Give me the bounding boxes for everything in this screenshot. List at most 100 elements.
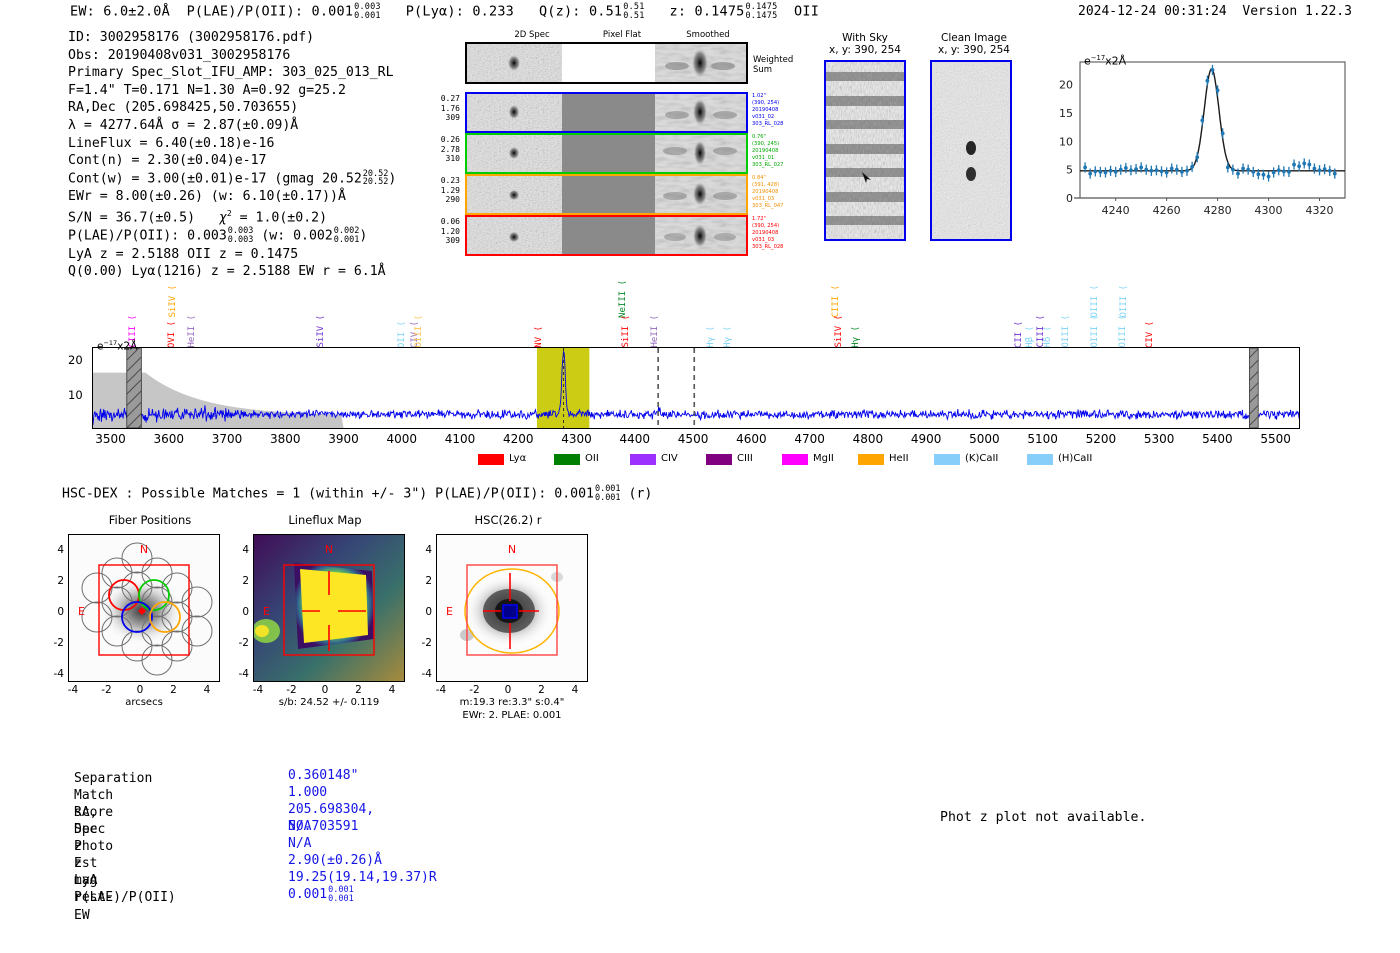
panel-3-xtick--4: -4: [435, 684, 447, 696]
header-timestamp-version: 2024-12-24 00:31:24 Version 1.22.3: [1078, 4, 1352, 19]
panel-fiber-positions: N E: [68, 534, 220, 682]
spec2d-row-0-left-labels: 0.27 1.76 309: [440, 94, 460, 122]
spec2d-row-0-image: [467, 94, 746, 131]
header-plya: P(Lyα): 0.233: [405, 3, 514, 20]
emission-line-label-cii-17: CII (: [1014, 320, 1025, 348]
panel-2-ytick--4: -4: [238, 668, 249, 680]
emission-line-label-oiii-22: OIII (: [1090, 285, 1101, 318]
panel-2-xtick-2: 2: [355, 684, 362, 696]
svg-text:4300: 4300: [1255, 204, 1283, 217]
svg-text:E: E: [78, 605, 85, 618]
lineflux-map-svg: N E: [252, 535, 404, 681]
header-qz-label: Q(z): 0.51: [538, 3, 623, 20]
row-key-7: P(LAE)/P(OII): [74, 890, 176, 905]
svg-text:4260: 4260: [1153, 204, 1181, 217]
row-key-6: mag: [74, 873, 98, 888]
legend-label-ciii: CIII: [737, 453, 753, 464]
zoom-line-profile-chart: 0 5 10 15 20 4240 4260 4280 4300 4320 e−17x2Å: [1040, 48, 1355, 238]
fiber-positions-svg: N E: [69, 535, 219, 681]
legend-swatch-kcaii: [934, 454, 960, 465]
panel-hsc-caption: m:19.3 re:3.3" s:0.4": [459, 697, 565, 708]
source-info-block: ID: 3002958176 (3002958176.pdf) Obs: 201…: [68, 29, 396, 281]
xtick-4400: 4400: [619, 432, 651, 446]
timestamp: 2024-12-24 00:31:24: [1078, 4, 1227, 19]
svg-text:E: E: [446, 605, 453, 618]
info-line-10: S/N = 36.7(±0.5) χ2 = 1.0(±0.2): [68, 208, 328, 226]
row-key-2: RA, Dec: [74, 805, 98, 838]
header-ew: EW: 6.0±2.0Å: [70, 3, 170, 20]
panel-lineflux-map: N E: [252, 534, 405, 682]
spec2d-row-2-left-labels: 0.23 1.29 290: [440, 176, 460, 204]
panel-3-ytick-2: 2: [425, 575, 432, 587]
legend-label-mgii: MgII: [813, 453, 834, 464]
info-line-8: Cont(w) = 3.00(±0.01)e-17 (gmag 20.52 20.…: [68, 168, 397, 188]
spec2d-row-2: [465, 174, 748, 215]
main-spectrum-legend: Lyα OII CIV CIII MgII HeII (K)CaII (H)CaII: [0, 452, 1400, 468]
spec2d-row-3-right-labels: 1.72" (390, 254) 20190408 v031_03 303_RL_028: [752, 216, 784, 250]
info-line-1: Obs: 20190408v031_3002958176: [68, 47, 291, 63]
row-value-6: 19.25(19.14,19.37)R: [288, 870, 437, 885]
row-key-0: Separation: [74, 771, 153, 786]
main-spectrum-unit-label: e−17x2Å: [97, 339, 138, 353]
main-spectrum-ytick-10: 10: [68, 388, 83, 402]
emission-line-label-siiv-1: SiIV (: [168, 285, 179, 318]
zoom-line-profile-svg: 0 5 10 15 20 4240 4260 4280 4300 4320: [1059, 61, 1346, 217]
spec2d-row-3-left-labels: 0.06 1.20 309: [440, 217, 460, 245]
info-line-5: λ = 4277.64Å σ = 2.87(±0.09)Å: [68, 117, 299, 133]
legend-label-lyα: Lyα: [509, 453, 527, 464]
legend-swatch-oii: [554, 454, 580, 465]
emission-line-label-civ-26: CIV (: [1145, 320, 1156, 348]
spec2d-row-3: [465, 215, 748, 256]
svg-text:4320: 4320: [1306, 204, 1334, 217]
xtick-5100: 5100: [1027, 432, 1058, 446]
spec2d-row-0-right-labels: 1.02" (390, 254) 20190408 v031_02 303_RL_028: [752, 93, 784, 127]
header-summary-line: EW: 6.0±2.0Å P(LAE)/P(OII): 0.001 0.003 0.…: [70, 3, 819, 20]
svg-text:10: 10: [1059, 135, 1073, 148]
panel-3-xtick--2: -2: [469, 684, 480, 696]
row-value-7: 0.001 0.001 0.001: [288, 885, 354, 904]
panel-lineflux-xticks: -4 -2 0 2 4: [253, 684, 405, 700]
legend-label-hcaii: (H)CaII: [1058, 453, 1093, 464]
hsc-dex-headline: HSC-DEX : Possible Matches = 1 (within +…: [62, 484, 653, 503]
xtick-4700: 4700: [794, 432, 825, 446]
info-line-11: P(LAE)/P(OII): 0.003 0.003 0.003 (w: 0.002…: [68, 226, 368, 245]
header-qz-frac: 0.51 0.51: [623, 2, 645, 21]
panel-3-ytick-0: 0: [425, 606, 432, 618]
panel-lineflux-caption: s/b: 24.52 +/- 0.119: [278, 697, 380, 708]
panel-1-xtick--4: -4: [67, 684, 79, 696]
legend-label-kcaii: (K)CaII: [965, 453, 999, 464]
emission-line-label-oiii-21: OIII (: [1060, 315, 1071, 348]
xtick-5500: 5500: [1260, 432, 1291, 446]
svg-text:4240: 4240: [1102, 204, 1130, 217]
header-z-label: z: 0.1475: [669, 3, 745, 20]
emission-line-label-ovi-2: OVI (: [167, 320, 178, 348]
photz-note: Phot z plot not available.: [940, 810, 1147, 825]
emission-line-label-oiii-24: OIII (: [1119, 285, 1130, 318]
emission-line-label-heii-3: HeII (: [187, 315, 198, 348]
panel-3-xtick-4: 4: [571, 684, 579, 696]
main-spectrum-ytick-20: 20: [68, 353, 83, 367]
clean-image: [932, 62, 1010, 239]
row-value-0: 0.360148": [288, 768, 359, 783]
row-key-5: Est LyA rest-EW: [74, 856, 114, 923]
panel-2-xtick--2: -2: [286, 684, 297, 696]
row-key-4: Photo z: [74, 839, 114, 872]
xtick-3500: 3500: [95, 432, 126, 446]
col-header-smoothed: Smoothed: [686, 30, 730, 40]
panel-hsc-xticks: -4 -2 0 2 4: [436, 684, 588, 700]
xtick-3800: 3800: [269, 432, 301, 446]
panel-lineflux-yticks: 4 2 0 -2 -4: [229, 534, 249, 682]
info-line-9: EWr = 8.00(±0.26) (w: 6.10(±0.17))Å: [68, 188, 346, 204]
legend-swatch-heii: [858, 454, 884, 465]
xtick-5400: 5400: [1202, 432, 1233, 446]
cutout-clean-image: [930, 60, 1012, 241]
emission-line-label-hδ-20: Hδ (: [1043, 326, 1054, 348]
main-spectrum-plot: [92, 347, 1300, 429]
panel-3-ytick-4: 4: [425, 544, 432, 556]
emission-line-label-heii-11: HeII (: [650, 315, 661, 348]
panel-fiber-yticks: 4 2 0 -2 -4: [44, 534, 64, 682]
hsc-r-svg: N E: [437, 535, 587, 681]
emission-line-label-nv-8: NV (: [533, 326, 544, 348]
panel-lineflux-title: Lineflux Map: [288, 513, 362, 527]
info-line-7: Cont(n) = 2.30(±0.04)e-17: [68, 153, 267, 169]
